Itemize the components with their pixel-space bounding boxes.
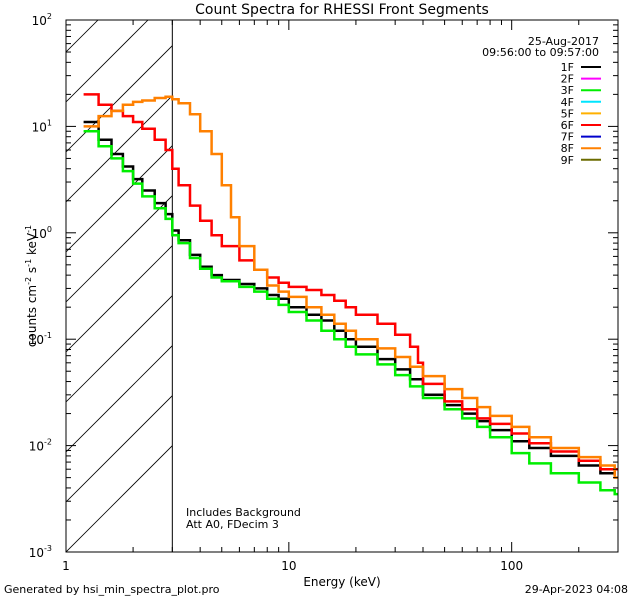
y-axis-label-sup3: -1 — [24, 225, 33, 233]
series-line-3f — [83, 130, 618, 496]
series-layer — [83, 93, 618, 496]
y-tick-label: 10-3 — [29, 544, 52, 560]
y-tick-labels: 10-3 10-2 10-1 100 101 102 — [29, 12, 52, 560]
footer-generated-by: Generated by hsi_min_spectra_plot.pro — [4, 583, 220, 596]
hatch-line — [66, 45, 173, 153]
y-axis-label-mid: s — [25, 267, 39, 277]
legend-label-7f: 7F — [561, 131, 574, 144]
y-tick-label: 10-1 — [29, 331, 52, 347]
annotation-note-attenuator: Att A0, FDecim 3 — [186, 518, 279, 531]
y-axis-label-sup2: -1 — [24, 259, 33, 267]
legend-label-2f: 2F — [561, 73, 574, 86]
annotation-note-background: Includes Background — [186, 506, 301, 519]
legend-label-1f: 1F — [561, 61, 574, 74]
x-tick-labels: 1 10 100 — [62, 559, 523, 573]
series-line-1f — [83, 120, 618, 475]
hatch-line — [66, 345, 173, 453]
y-tick-label: 10-2 — [29, 438, 52, 454]
legend-label-6f: 6F — [561, 119, 574, 132]
hatch-line — [66, 145, 173, 253]
y-tick-label: 100 — [32, 225, 52, 241]
excluded-energy-hatch — [66, 20, 173, 552]
legend-label-3f: 3F — [561, 84, 574, 97]
hatch-line — [66, 95, 173, 203]
x-tick-label: 100 — [500, 559, 523, 573]
y-axis-label-sup1: -2 — [24, 277, 33, 285]
hatch-line — [66, 395, 173, 503]
axis-ticks — [65, 19, 619, 553]
hatch-line — [66, 445, 173, 552]
y-axis-label: counts cm-2 s-1 keV-1 — [24, 225, 39, 347]
annotation-date: 25-Aug-2017 — [528, 35, 599, 48]
series-line-6f — [83, 93, 618, 471]
legend-label-9f: 9F — [561, 154, 574, 167]
y-axis-label-end: keV — [25, 232, 39, 259]
x-tick-label: 10 — [281, 559, 296, 573]
y-tick-label: 102 — [32, 12, 52, 28]
legend-label-4f: 4F — [561, 96, 574, 109]
y-axis-label-main: counts cm — [25, 285, 39, 347]
x-tick-label: 1 — [62, 559, 70, 573]
chart-title: Count Spectra for RHESSI Front Segments — [195, 2, 489, 18]
annotation-time: 09:56:00 to 09:57:00 — [482, 46, 599, 59]
footer-timestamp: 29-Apr-2023 04:08 — [524, 583, 628, 596]
hatch-line — [66, 245, 173, 353]
y-tick-label: 101 — [32, 118, 52, 134]
x-axis-label: Energy (keV) — [303, 575, 380, 589]
legend-label-5f: 5F — [561, 107, 574, 120]
series-line-8f — [83, 95, 618, 479]
plot-frame — [65, 19, 619, 553]
legend-label-8f: 8F — [561, 142, 574, 155]
hatch-line — [66, 295, 173, 403]
